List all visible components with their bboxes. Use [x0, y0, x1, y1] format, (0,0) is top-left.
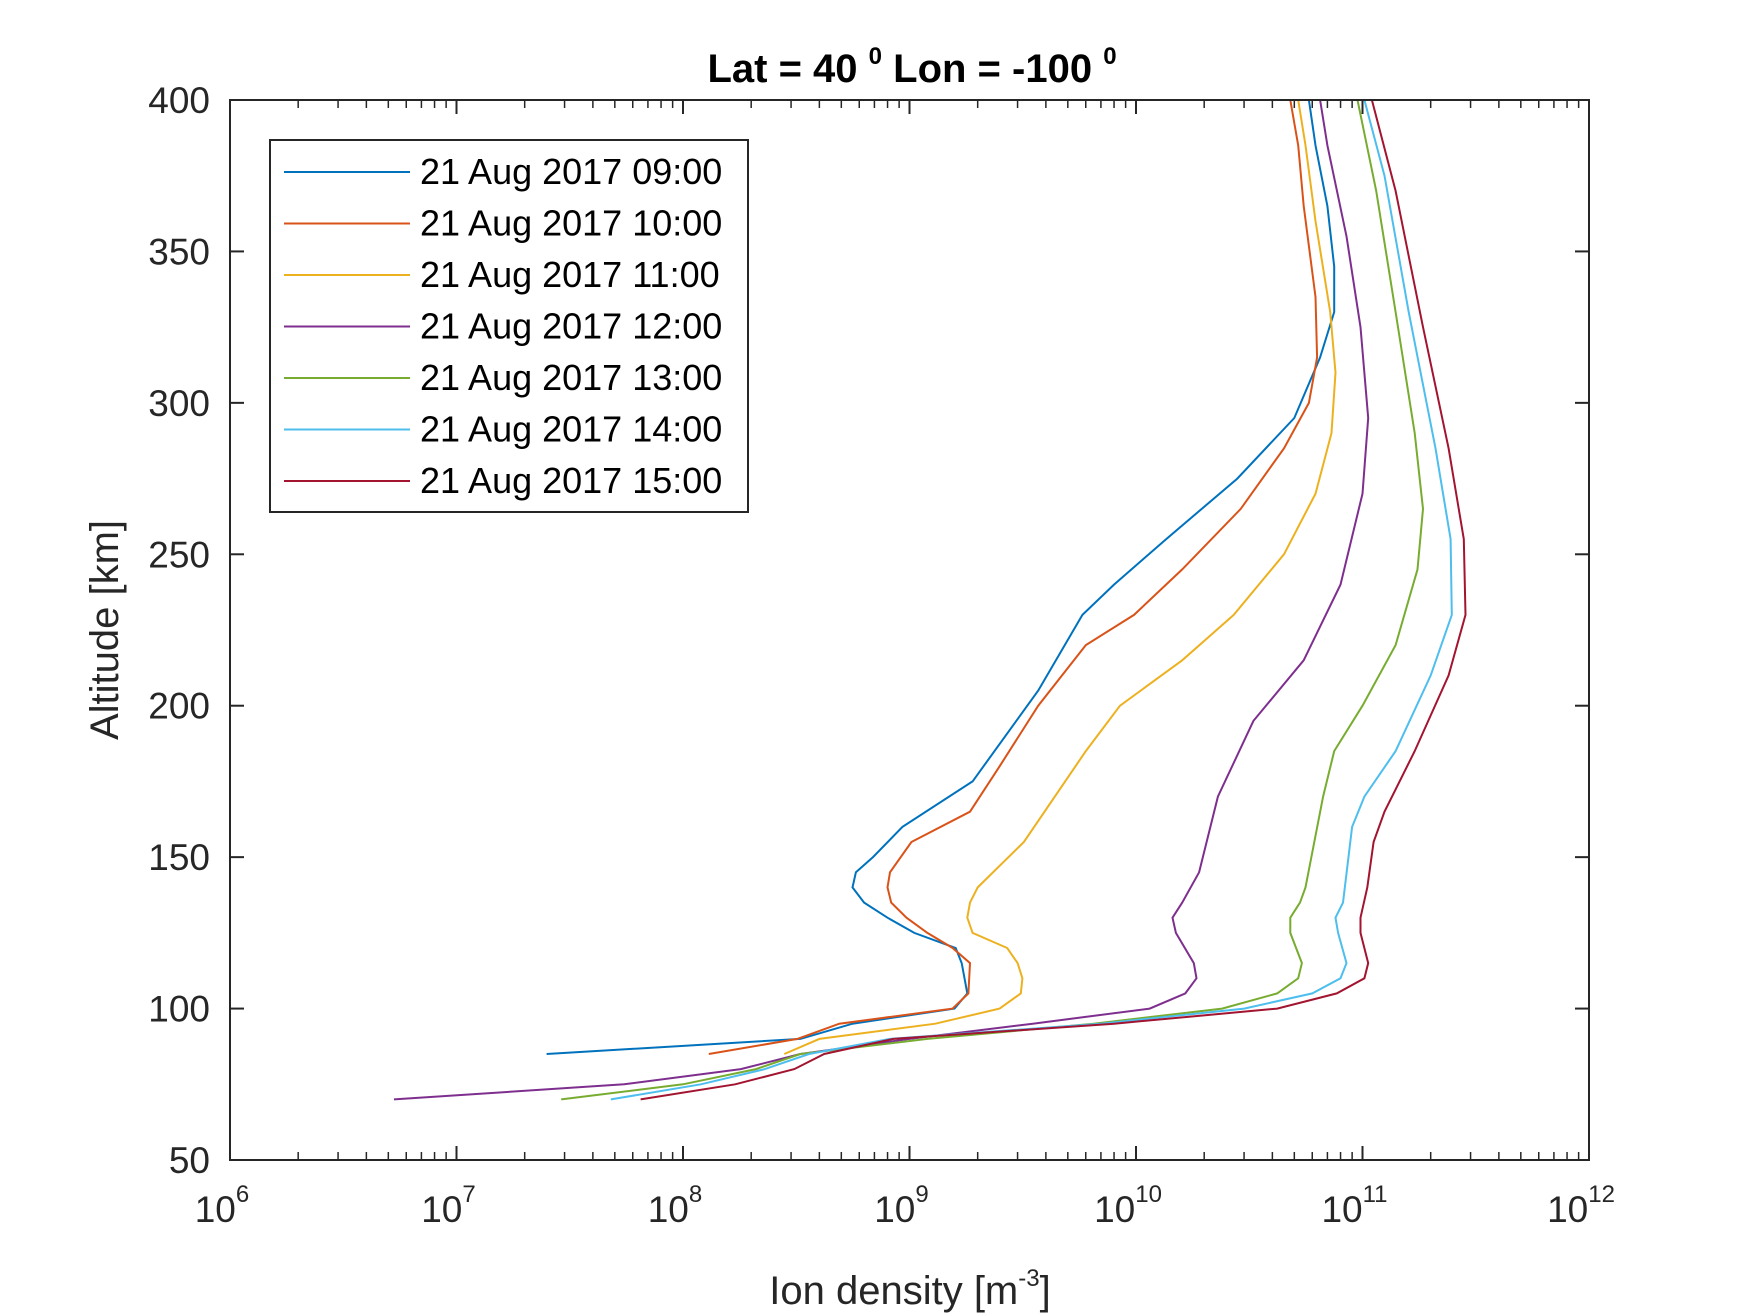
x-axis-title: Ion density [m-3]	[769, 1265, 1050, 1313]
series-line-7	[640, 100, 1467, 1101]
chart-title: Lat = 40 0 Lon = -100 0	[707, 43, 1116, 91]
legend-label: 21 Aug 2017 14:00	[420, 409, 722, 450]
tick-layer: 50 100 150 200 250 300 350 400 106 107 108 109 1010 1…	[148, 80, 1615, 1230]
series-layer	[393, 100, 1467, 1101]
legend-label: 21 Aug 2017 13:00	[420, 357, 722, 398]
y-tick-label: 50	[169, 1140, 210, 1181]
legend-label: 21 Aug 2017 09:00	[420, 151, 722, 192]
y-tick-label: 350	[148, 231, 210, 272]
series-line-2	[708, 100, 1319, 1055]
legend-items: 21 Aug 2017 09:00 21 Aug 2017 10:00 21 Aug…	[284, 151, 722, 501]
y-tick-label: 100	[148, 989, 210, 1030]
y-tick-label: 300	[148, 383, 210, 424]
x-tick-label: 1012	[1547, 1181, 1615, 1230]
series-line-1	[546, 100, 1336, 1055]
legend-label: 21 Aug 2017 11:00	[420, 254, 720, 295]
legend-label: 21 Aug 2017 12:00	[420, 306, 722, 347]
x-tick-label: 108	[648, 1181, 703, 1230]
y-tick-label: 150	[148, 837, 210, 878]
x-tick-label: 107	[421, 1181, 476, 1230]
series-line-3	[783, 100, 1337, 1055]
y-axis-title: Altitude [km]	[83, 520, 127, 740]
series-line-4	[393, 100, 1370, 1101]
y-tick-label: 200	[148, 686, 210, 727]
x-tick-label: 106	[195, 1181, 250, 1230]
y-tick-label: 250	[148, 534, 210, 575]
y-tick-label: 400	[148, 80, 210, 121]
series-line-5	[561, 100, 1425, 1101]
legend: 21 Aug 2017 09:00 21 Aug 2017 10:00 21 Aug…	[269, 139, 749, 513]
legend-label: 21 Aug 2017 15:00	[420, 460, 722, 501]
x-tick-label: 109	[874, 1181, 929, 1230]
x-tick-label: 1010	[1094, 1181, 1162, 1230]
legend-label: 21 Aug 2017 10:00	[420, 203, 722, 244]
x-tick-label: 1011	[1321, 1181, 1387, 1230]
series-line-6	[610, 100, 1453, 1101]
